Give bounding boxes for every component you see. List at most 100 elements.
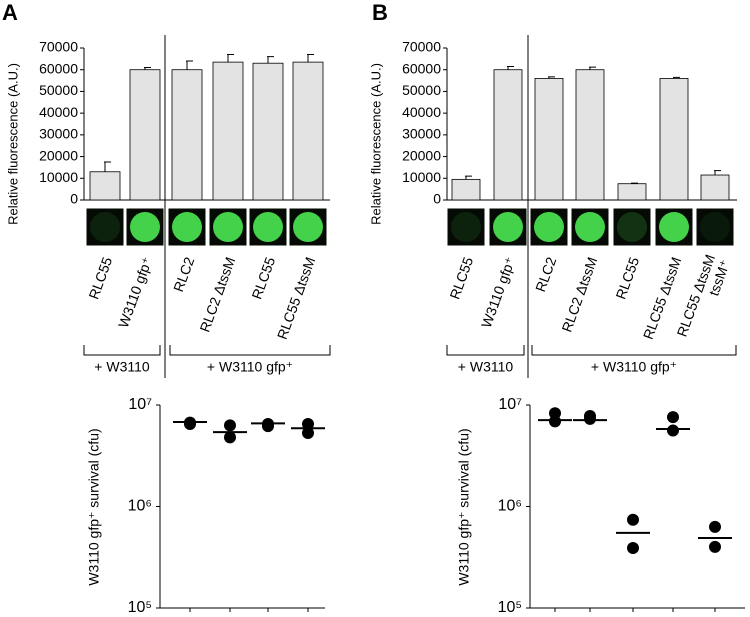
bar bbox=[617, 183, 647, 201]
colony-image-bg bbox=[612, 207, 652, 247]
y-tick-label: 50000 bbox=[402, 82, 441, 98]
y-tick-label: 10⁷ bbox=[498, 396, 522, 413]
y-tick-label: 10⁶ bbox=[128, 498, 152, 515]
colony-image bbox=[293, 212, 323, 242]
error-bar bbox=[714, 170, 721, 176]
bar bbox=[575, 69, 605, 201]
colony-image bbox=[172, 212, 202, 242]
x-tick-label: RLC2 ΔtssM bbox=[558, 255, 600, 334]
point bbox=[667, 424, 679, 437]
y-axis-label: W3110 gfp⁺ survival (cfu) bbox=[456, 428, 472, 585]
colony-image-bg bbox=[446, 207, 486, 247]
bar bbox=[129, 69, 161, 201]
y-tick-label: 40000 bbox=[39, 104, 78, 120]
error-bar bbox=[267, 56, 274, 64]
colony-image bbox=[700, 212, 730, 242]
point bbox=[709, 540, 721, 553]
bar bbox=[171, 69, 203, 201]
group-label: + W3110 gfp⁺ bbox=[591, 359, 677, 375]
y-tick-label: 60000 bbox=[39, 60, 78, 76]
point bbox=[262, 420, 274, 433]
y-axis-label: Relative fluorescence (A.U.) bbox=[368, 63, 383, 225]
colony-image bbox=[130, 212, 160, 242]
colony-image bbox=[575, 212, 605, 242]
point bbox=[627, 513, 639, 526]
error-bar bbox=[589, 66, 596, 70]
point bbox=[549, 415, 561, 428]
y-tick-label: 20000 bbox=[402, 147, 441, 163]
bar bbox=[534, 78, 564, 201]
bar bbox=[451, 178, 481, 201]
bar bbox=[659, 78, 689, 201]
x-tick-label: RLC2 ΔtssM bbox=[196, 255, 238, 334]
x-tick-label: RLC55 bbox=[85, 255, 115, 302]
colony-image bbox=[534, 212, 564, 242]
colony-image bbox=[90, 212, 120, 242]
y-tick-label: 30000 bbox=[39, 126, 78, 142]
error-bar bbox=[104, 161, 111, 172]
y-tick-label: 40000 bbox=[402, 104, 441, 120]
x-tick-label: RLC55 ΔtssM bbox=[274, 255, 319, 342]
y-tick-label: 60000 bbox=[402, 60, 441, 76]
x-tick-label: RLC55 bbox=[612, 255, 642, 302]
y-tick-label: 20000 bbox=[39, 147, 78, 163]
x-tick-label: RLC2 bbox=[532, 255, 559, 294]
panel-label: A bbox=[2, 0, 18, 25]
bar bbox=[292, 61, 324, 201]
group-bracket bbox=[169, 345, 331, 356]
error-bar bbox=[507, 65, 514, 70]
error-bar bbox=[673, 76, 680, 79]
error-bar bbox=[307, 54, 314, 63]
error-bar bbox=[465, 175, 472, 180]
bar bbox=[212, 61, 244, 201]
y-tick-label: 10000 bbox=[402, 169, 441, 185]
panel-label: B bbox=[372, 0, 388, 25]
group-bracket bbox=[531, 345, 737, 356]
point bbox=[224, 419, 236, 432]
y-tick-label: 10⁵ bbox=[128, 599, 152, 616]
error-bar bbox=[144, 67, 151, 70]
colony-image-bg bbox=[695, 207, 735, 247]
colony-image bbox=[253, 212, 283, 242]
point bbox=[584, 412, 596, 425]
group-label: + W3110 bbox=[94, 359, 150, 375]
point bbox=[224, 431, 236, 444]
y-tick-label: 10⁷ bbox=[128, 396, 152, 413]
bar bbox=[89, 171, 121, 201]
point bbox=[627, 542, 639, 555]
y-tick-label: 70000 bbox=[402, 39, 441, 55]
colony-image bbox=[493, 212, 523, 242]
y-tick-label: 10000 bbox=[39, 169, 78, 185]
y-tick-label: 10⁶ bbox=[498, 498, 522, 515]
bar bbox=[700, 174, 730, 201]
colony-image bbox=[451, 212, 481, 242]
y-axis-label: Relative fluorescence (A.U.) bbox=[5, 63, 20, 225]
y-tick-label: 30000 bbox=[402, 126, 441, 142]
bar bbox=[493, 69, 523, 201]
point bbox=[667, 411, 679, 424]
error-bar bbox=[186, 60, 193, 70]
x-tick-label: W3110 gfp⁺ bbox=[478, 255, 518, 330]
group-label: + W3110 gfp⁺ bbox=[207, 359, 293, 375]
group-bracket bbox=[446, 345, 525, 356]
colony-image bbox=[659, 212, 689, 242]
point bbox=[302, 426, 314, 439]
point bbox=[709, 520, 721, 533]
y-tick-label: 0 bbox=[433, 191, 441, 207]
group-label: + W3110 bbox=[458, 359, 514, 375]
x-tick-label: RLC55 bbox=[248, 255, 278, 302]
x-tick-label: RLC55 bbox=[446, 255, 476, 302]
group-bracket bbox=[83, 345, 161, 356]
error-bar bbox=[227, 54, 234, 63]
y-tick-label: 0 bbox=[70, 191, 78, 207]
x-tick-label: RLC2 bbox=[170, 255, 197, 294]
y-tick-label: 50000 bbox=[39, 82, 78, 98]
y-axis-label: W3110 gfp⁺ survival (cfu) bbox=[86, 428, 102, 585]
colony-image bbox=[617, 212, 647, 242]
y-tick-label: 70000 bbox=[39, 39, 78, 55]
error-bar bbox=[631, 182, 638, 184]
colony-image-bg bbox=[85, 207, 125, 247]
error-bar bbox=[548, 76, 555, 79]
x-tick-label: W3110 gfp⁺ bbox=[115, 255, 155, 330]
